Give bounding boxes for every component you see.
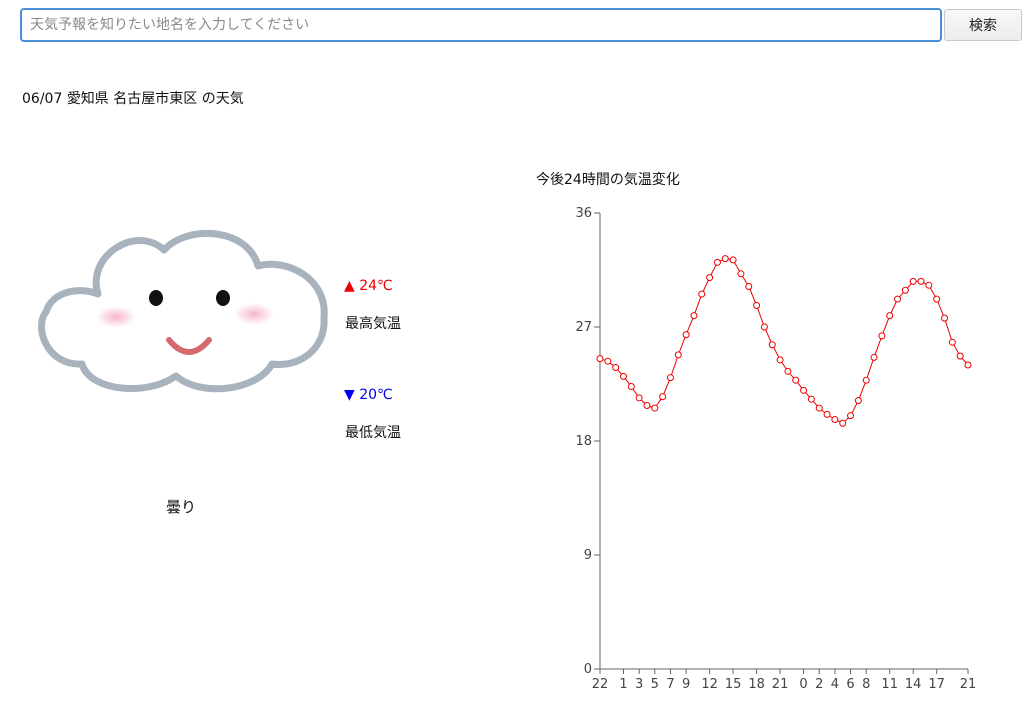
data-point <box>729 256 737 264</box>
data-point <box>635 394 643 402</box>
search-input[interactable] <box>20 8 942 42</box>
left-eye-icon <box>149 290 163 306</box>
x-tick-label: 7 <box>666 677 674 692</box>
data-point <box>823 410 831 418</box>
x-tick-label: 11 <box>881 677 898 692</box>
data-point <box>784 367 792 375</box>
y-tick-label: 36 <box>575 206 592 221</box>
x-tick-label: 8 <box>862 677 870 692</box>
page-title: 06/07 愛知県 名古屋市東区 の天気 <box>22 88 244 108</box>
data-point <box>666 374 674 382</box>
x-tick-label: 3 <box>635 677 643 692</box>
right-cheek-icon <box>234 303 274 325</box>
up-arrow-icon: ▲ <box>344 278 355 294</box>
down-arrow-icon: ▼ <box>344 387 355 403</box>
data-point <box>901 286 909 294</box>
data-point <box>941 314 949 322</box>
data-point <box>713 258 721 266</box>
data-point <box>831 415 839 423</box>
data-point <box>854 396 862 404</box>
data-point <box>776 356 784 364</box>
search-button[interactable]: 検索 <box>944 9 1022 41</box>
data-point <box>737 270 745 278</box>
chart-title: 今後24時間の気温変化 <box>536 172 680 188</box>
data-point <box>839 419 847 427</box>
data-point <box>768 341 776 349</box>
data-point <box>925 281 933 289</box>
x-tick-label: 18 <box>748 677 765 692</box>
y-tick-label: 27 <box>575 320 592 335</box>
smile-icon <box>166 337 212 355</box>
data-point <box>909 277 917 285</box>
y-tick-label: 18 <box>575 434 592 449</box>
x-tick-label: 21 <box>960 677 977 692</box>
data-point <box>690 312 698 320</box>
data-point <box>721 255 729 263</box>
low-temperature-label: 最低気温 <box>345 425 401 441</box>
data-point <box>674 351 682 359</box>
x-tick-label: 15 <box>725 677 742 692</box>
data-point <box>878 332 886 340</box>
y-tick-label: 9 <box>584 548 592 563</box>
x-tick-label: 17 <box>928 677 945 692</box>
data-point <box>933 295 941 303</box>
forecast-title-suffix: の天気 <box>201 91 244 107</box>
data-point <box>698 290 706 298</box>
data-point <box>948 338 956 346</box>
data-point <box>745 282 753 290</box>
search-bar: 検索 <box>20 8 1022 42</box>
high-temperature-label: 最高気温 <box>345 316 401 332</box>
data-point <box>619 372 627 380</box>
data-point <box>643 402 651 410</box>
left-cheek-icon <box>96 306 136 328</box>
data-point <box>659 393 667 401</box>
data-point <box>651 404 659 412</box>
x-tick-label: 14 <box>905 677 922 692</box>
low-temperature: ▼ 20℃ <box>344 387 393 403</box>
y-tick-label: 0 <box>584 662 592 677</box>
data-point <box>807 395 815 403</box>
x-tick-label: 0 <box>799 677 807 692</box>
low-temperature-value: 20℃ <box>359 387 393 403</box>
x-tick-label: 21 <box>772 677 789 692</box>
data-point <box>917 277 925 285</box>
data-point <box>964 361 972 369</box>
x-tick-label: 1 <box>619 677 627 692</box>
x-tick-label: 5 <box>651 677 659 692</box>
data-point <box>612 364 620 372</box>
data-point <box>894 295 902 303</box>
high-temperature: ▲ 24℃ <box>344 278 393 294</box>
high-temperature-value: 24℃ <box>359 278 393 294</box>
x-tick-label: 9 <box>682 677 690 692</box>
data-point <box>760 323 768 331</box>
data-point <box>792 376 800 384</box>
smiling-cloud-icon <box>38 229 328 393</box>
data-point <box>847 412 855 420</box>
x-tick-label: 6 <box>846 677 854 692</box>
data-point <box>627 383 635 391</box>
data-point <box>604 357 612 365</box>
data-point <box>753 301 761 309</box>
x-tick-label: 12 <box>701 677 718 692</box>
data-point <box>706 274 714 282</box>
data-point <box>800 386 808 394</box>
data-point <box>862 376 870 384</box>
x-tick-label: 2 <box>815 677 823 692</box>
forecast-date: 06/07 <box>22 91 63 107</box>
data-point <box>682 331 690 339</box>
x-tick-label: 4 <box>831 677 839 692</box>
data-point <box>815 404 823 412</box>
forecast-location: 愛知県 名古屋市東区 <box>66 91 198 107</box>
data-point <box>956 352 964 360</box>
weather-condition: 曇り <box>166 498 197 516</box>
right-eye-icon <box>216 290 230 306</box>
data-point <box>886 312 894 320</box>
data-point <box>596 355 604 363</box>
x-tick-label: 22 <box>592 677 609 692</box>
data-point <box>870 353 878 361</box>
